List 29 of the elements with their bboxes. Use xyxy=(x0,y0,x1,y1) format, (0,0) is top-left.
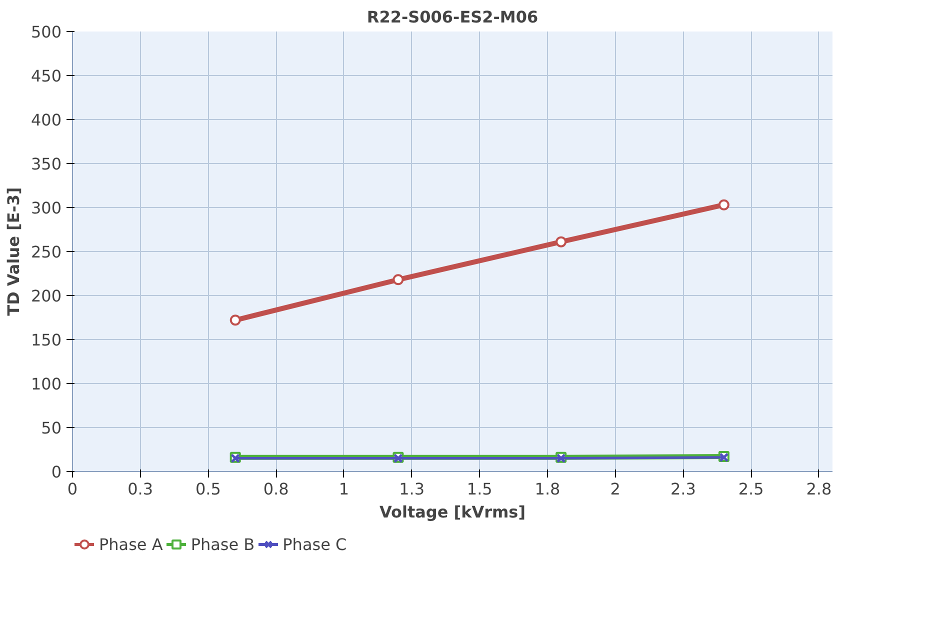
y-tick-label: 250 xyxy=(30,242,62,262)
y-tick-label: 150 xyxy=(30,330,62,350)
x-tick-label: 0.8 xyxy=(263,480,289,498)
y-tick-label: 450 xyxy=(30,66,62,86)
x-tick-label: 2.5 xyxy=(738,480,764,498)
x-tick-label: 1.5 xyxy=(466,480,492,498)
y-tick-label: 50 xyxy=(41,418,62,438)
y-axis-title: TD Value [E-3] xyxy=(4,187,23,316)
x-tick-label: 2.3 xyxy=(670,480,696,498)
y-tick-label: 500 xyxy=(30,22,62,42)
y-tick-label: 0 xyxy=(51,462,62,482)
x-tick-label: 1.8 xyxy=(534,480,560,498)
x-tick-label: 2 xyxy=(610,480,620,498)
y-tick-label: 100 xyxy=(30,374,62,394)
legend-label: Phase B xyxy=(190,534,255,554)
y-tick-label: 200 xyxy=(30,286,62,306)
x-tick-label: 0.5 xyxy=(195,480,221,498)
x-tick-label: 0 xyxy=(67,480,78,498)
x-tick-label: 0.3 xyxy=(128,480,154,498)
y-tick-label: 400 xyxy=(30,110,62,130)
y-tick-label: 300 xyxy=(30,198,62,218)
legend-label: Phase C xyxy=(282,534,347,554)
chart-title: R22-S006-ES2-M06 xyxy=(366,8,538,26)
x-tick-label: 1 xyxy=(338,480,350,498)
legend-label: Phase A xyxy=(99,534,163,554)
x-tick-label: 1.3 xyxy=(399,480,425,498)
x-axis-title: Voltage [kVrms] xyxy=(379,502,526,522)
y-tick-label: 350 xyxy=(30,154,62,174)
x-tick-label: 2.8 xyxy=(806,480,832,498)
